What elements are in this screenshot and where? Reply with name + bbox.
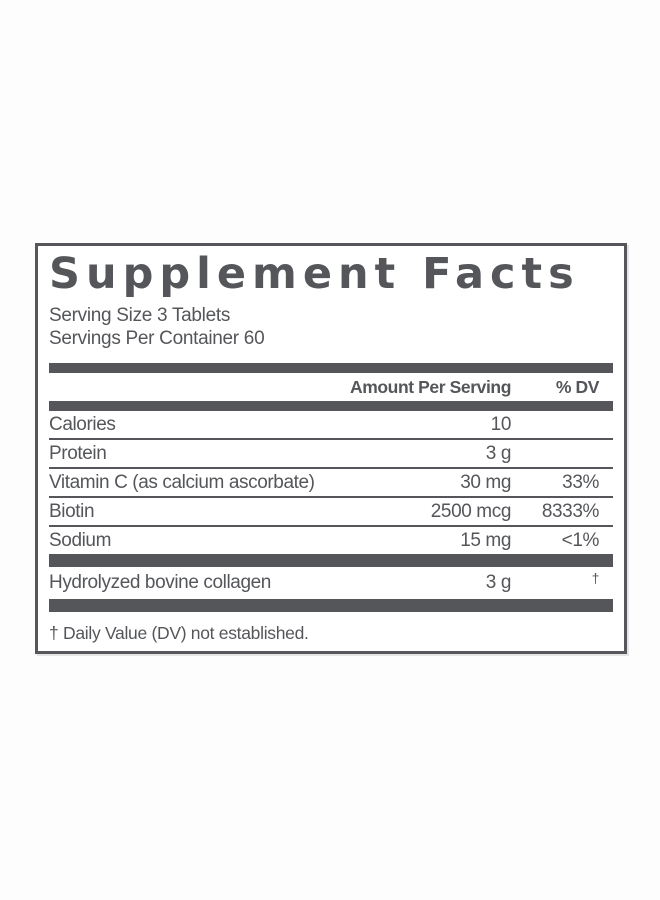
supplement-facts-panel: Supplement Facts Serving Size 3 Tablets … (35, 243, 627, 654)
separator-bar-top (49, 363, 613, 373)
nutrient-amount: 3 g (485, 572, 512, 593)
nutrient-row-sodium: Sodium 15 mg <1% (49, 527, 613, 554)
row-divider (49, 438, 613, 440)
row-divider (49, 525, 613, 527)
separator-bar-middle (49, 554, 613, 567)
nutrient-dv: 33% (562, 471, 599, 493)
nutrient-row-collagen: Hydrolyzed bovine collagen 3 g † (49, 567, 613, 599)
nutrient-name: Calories (49, 413, 116, 435)
nutrient-name: Vitamin C (as calcium ascorbate) (49, 471, 315, 493)
nutrient-name: Sodium (49, 529, 112, 551)
separator-bar-bottom (49, 599, 613, 612)
nutrient-amount: 10 (490, 413, 512, 435)
nutrient-dv: 8333% (541, 500, 600, 522)
row-divider (49, 496, 613, 498)
supplement-facts-title: Supplement Facts (49, 249, 580, 299)
nutrient-amount: 2500 mcg (430, 500, 512, 522)
nutrient-amount: 3 g (485, 442, 512, 464)
column-header-amount: Amount Per Serving (349, 376, 511, 397)
nutrient-name: Hydrolyzed bovine collagen (49, 572, 271, 593)
daily-value-footnote: † Daily Value (DV) not established. (49, 623, 309, 643)
nutrient-amount: 30 mg (460, 471, 511, 493)
dagger-symbol: † (591, 570, 600, 586)
nutrient-row-calories: Calories 10 (49, 411, 613, 438)
separator-bar-header (49, 401, 613, 411)
nutrient-dv: <1% (561, 529, 600, 551)
nutrient-amount: 15 mg (460, 529, 511, 551)
nutrient-row-protein: Protein 3 g (49, 440, 613, 467)
servings-per-container-text: Servings Per Container 60 (49, 328, 265, 349)
serving-info: Serving Size 3 Tablets Servings Per Cont… (49, 304, 613, 350)
nutrient-row-vitamin-c: Vitamin C (as calcium ascorbate) 30 mg 3… (49, 469, 613, 496)
nutrient-name: Protein (49, 442, 107, 464)
row-divider (49, 467, 613, 469)
serving-size-text: Serving Size 3 Tablets (49, 305, 231, 326)
nutrient-name: Biotin (49, 500, 95, 522)
table-header-row: Amount Per Serving % DV (49, 373, 613, 401)
nutrient-row-biotin: Biotin 2500 mcg 8333% (49, 498, 613, 525)
column-header-dv: % DV (555, 376, 600, 397)
